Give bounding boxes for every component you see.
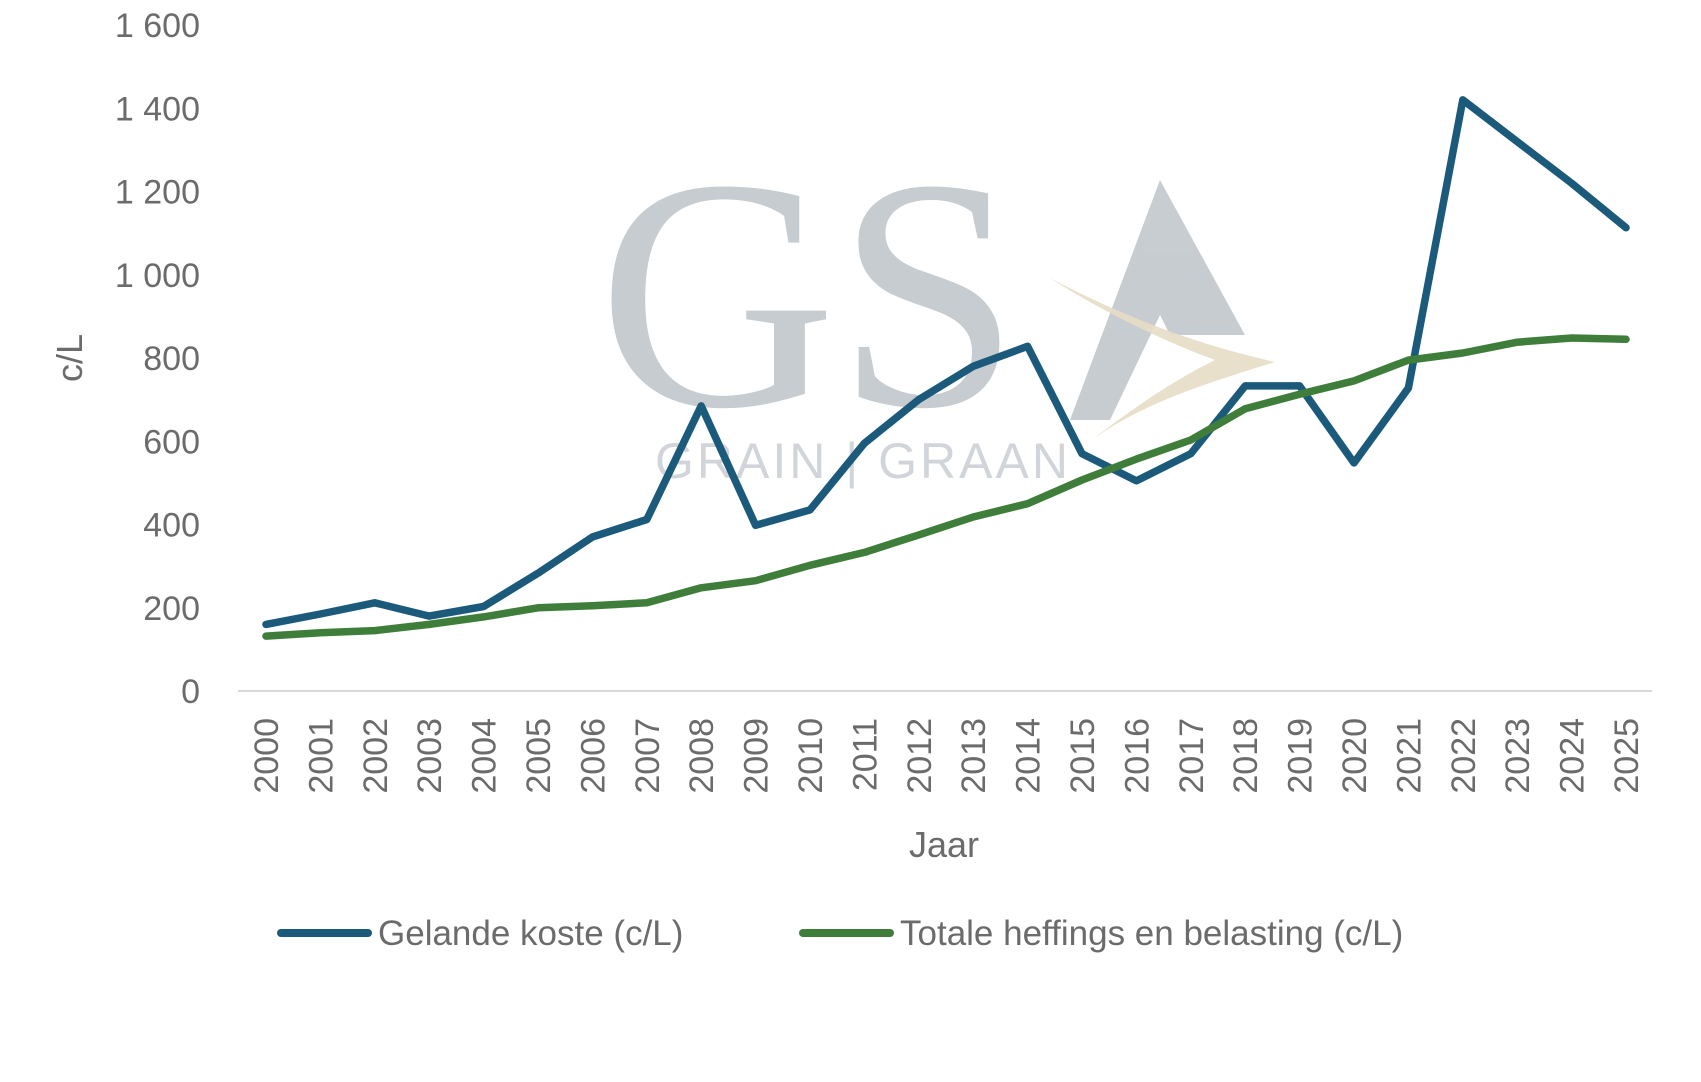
x-tick-label: 2003 (411, 718, 449, 794)
x-tick-label: 2020 (1336, 718, 1374, 794)
y-tick-label: 1 600 (115, 7, 200, 45)
y-tick-label: 200 (143, 590, 200, 628)
y-tick-label: 1 000 (115, 257, 200, 295)
series-lines (262, 96, 1630, 640)
x-tick-label: 2002 (357, 718, 395, 794)
x-axis-title: Jaar (909, 824, 979, 865)
x-tick-label: 2018 (1227, 718, 1265, 794)
y-axis-tick-labels: 0 200 400 600 800 1 000 1 200 1 400 1 600 (115, 7, 200, 711)
x-tick-label: 2016 (1118, 718, 1156, 794)
watermark-a-shape-icon (1070, 180, 1245, 420)
x-tick-label: 2013 (955, 718, 993, 794)
x-tick-label: 2012 (901, 718, 939, 794)
x-tick-label: 2014 (1010, 718, 1048, 794)
y-tick-label: 600 (143, 423, 200, 461)
x-tick-label: 2007 (629, 718, 667, 794)
series-line-gelande-koste (262, 96, 1630, 629)
x-tick-label: 2010 (792, 718, 830, 794)
gsa-watermark-logo: GS GRAIN | GRAAN (598, 112, 1275, 489)
x-tick-label: 2023 (1499, 718, 1537, 794)
x-tick-label: 2001 (302, 718, 340, 794)
watermark-letters: GS (598, 112, 1020, 477)
y-tick-label: 800 (143, 340, 200, 378)
x-tick-label: 2015 (1064, 718, 1102, 794)
x-tick-label: 2024 (1554, 718, 1592, 794)
x-tick-label: 2006 (574, 718, 612, 794)
y-tick-label: 1 400 (115, 90, 200, 128)
x-tick-label: 2022 (1445, 718, 1483, 794)
x-tick-label: 2019 (1282, 718, 1320, 794)
x-tick-label: 2011 (846, 718, 884, 791)
x-tick-label: 2009 (738, 718, 776, 794)
x-tick-label: 2000 (248, 718, 286, 794)
x-tick-label: 2025 (1608, 718, 1646, 794)
x-axis-tick-labels: 2000 2001 2002 2003 2004 2005 2006 2007 2008 2009… (248, 718, 1646, 794)
legend-label: Totale heffings en belasting (c/L) (900, 914, 1403, 953)
x-tick-label: 2004 (466, 718, 504, 794)
y-tick-label: 0 (181, 673, 200, 711)
series-line-totale-heffings (262, 334, 1630, 640)
x-tick-label: 2005 (520, 718, 558, 794)
x-tick-label: 2017 (1173, 718, 1211, 794)
legend: Gelande koste (c/L) Totale heffings en be… (277, 914, 1403, 953)
watermark-arrow-icon (1050, 278, 1275, 440)
y-axis-title: c/L (49, 334, 90, 382)
y-tick-label: 400 (143, 507, 200, 545)
legend-label: Gelande koste (c/L) (378, 914, 683, 953)
x-tick-label: 2008 (683, 718, 721, 794)
x-tick-label: 2021 (1390, 718, 1428, 794)
y-tick-label: 1 200 (115, 174, 200, 212)
